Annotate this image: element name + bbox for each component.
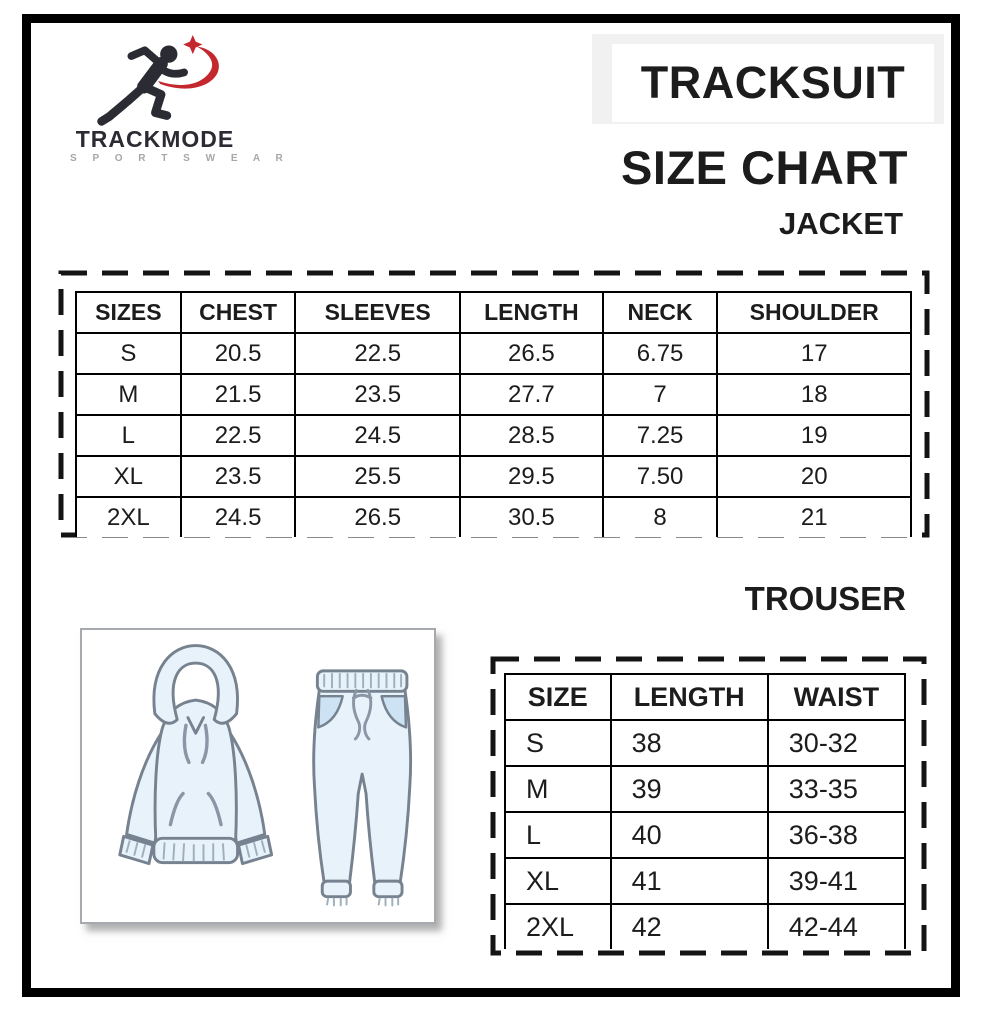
page-title-line1: TRACKSUIT <box>640 57 906 108</box>
table-cell: 27.7 <box>459 373 604 416</box>
running-man-icon <box>97 34 219 126</box>
hoodie-neck-notch <box>186 716 205 735</box>
table-cell: 22.5 <box>294 332 461 375</box>
table-cell: 30-32 <box>766 719 907 767</box>
brand-tagline: S P O R T S W E A R <box>70 153 290 164</box>
table-cell: 40 <box>609 811 769 859</box>
table-cell: 2XL <box>504 903 612 949</box>
table-cell: 7.25 <box>601 414 719 457</box>
table-cell: M <box>75 373 182 416</box>
joggers-left-pocket <box>317 694 344 729</box>
table-cell: S <box>504 719 612 767</box>
column-header: SLEEVES <box>294 291 461 334</box>
table-row: S 38 30-32 <box>504 719 907 767</box>
table-cell: XL <box>504 857 612 905</box>
joggers-right-ankle-cuff <box>372 879 404 899</box>
column-header: WAIST <box>766 673 907 721</box>
joggers-right-pocket <box>380 694 408 729</box>
table-cell: 7 <box>601 373 719 416</box>
table-cell: L <box>75 414 182 457</box>
table-cell: 17 <box>716 332 912 375</box>
table-cell: 2XL <box>75 496 182 537</box>
hoodie-drawstring-right <box>200 723 209 765</box>
trouser-size-table: SIZE LENGTH WAIST S 38 30-32 M 39 33-35 L 40 36-38 X… <box>504 673 907 949</box>
table-cell: 20 <box>716 455 912 498</box>
table-row: M 21.5 23.5 27.7 7 18 <box>75 373 912 416</box>
table-cell: 7.50 <box>601 455 719 498</box>
table-row: 2XL 42 42-44 <box>504 903 907 949</box>
jacket-size-table: SIZES CHEST SLEEVES LENGTH NECK SHOULDER S 20.5… <box>75 291 912 537</box>
table-cell: 25.5 <box>294 455 461 498</box>
table-cell: M <box>504 765 612 813</box>
column-header: NECK <box>601 291 719 334</box>
hoodie-pocket-left-seam <box>168 791 185 827</box>
hoodie-and-joggers-icon <box>118 644 413 907</box>
table-cell: 39 <box>609 765 769 813</box>
table-cell: 20.5 <box>179 332 297 375</box>
jacket-section-heading: JACKET <box>778 206 903 241</box>
page-title-line2: SIZE CHART <box>621 141 908 194</box>
table-cell: 23.5 <box>294 373 461 416</box>
table-cell: 19 <box>716 414 912 457</box>
table-row: M 39 33-35 <box>504 765 907 813</box>
table-cell: L <box>504 811 612 859</box>
hoodie-hood <box>152 644 239 725</box>
table-cell: 6.75 <box>601 332 719 375</box>
joggers-left-ankle-cuff <box>320 879 352 899</box>
table-cell: 8 <box>601 496 719 537</box>
column-header: SIZE <box>504 673 612 721</box>
table-cell: 24.5 <box>294 414 461 457</box>
table-cell: 36-38 <box>766 811 907 859</box>
table-row: L 22.5 24.5 28.5 7.25 19 <box>75 414 912 457</box>
table-cell: XL <box>75 455 182 498</box>
tracksuit-illustration-box <box>80 628 436 924</box>
table-cell: 21.5 <box>179 373 297 416</box>
table-cell: 24.5 <box>179 496 297 537</box>
column-header: CHEST <box>179 291 297 334</box>
column-header: LENGTH <box>459 291 604 334</box>
title-box: TRACKSUIT <box>612 44 934 122</box>
table-cell: 38 <box>609 719 769 767</box>
outer-border-frame <box>22 14 960 997</box>
header-row: SIZE LENGTH WAIST <box>504 673 907 721</box>
table-cell: 42 <box>609 903 769 949</box>
joggers-drawstring <box>351 688 373 741</box>
table-cell: 23.5 <box>179 455 297 498</box>
brand-name: TRACKMODE <box>75 126 235 152</box>
table-cell: 28.5 <box>459 414 604 457</box>
column-header: SHOULDER <box>716 291 912 334</box>
table-cell: 26.5 <box>459 332 604 375</box>
column-header: SIZES <box>75 291 182 334</box>
table-row: S 20.5 22.5 26.5 6.75 17 <box>75 332 912 375</box>
table-cell: 33-35 <box>766 765 907 813</box>
table-row: L 40 36-38 <box>504 811 907 859</box>
table-row: XL 41 39-41 <box>504 857 907 905</box>
column-header: LENGTH <box>609 673 769 721</box>
table-cell: 39-41 <box>766 857 907 905</box>
joggers-body <box>312 688 413 885</box>
hoodie-hem-band <box>152 836 240 865</box>
sparkle-icon <box>183 34 203 55</box>
hoodie-drawstring-left <box>182 723 191 765</box>
table-cell: 22.5 <box>179 414 297 457</box>
red-swoosh-icon <box>158 46 219 89</box>
runner-silhouette <box>97 45 188 126</box>
trouser-section-heading: TROUSER <box>744 580 906 617</box>
table-cell: S <box>75 332 182 375</box>
table-cell: 30.5 <box>459 496 604 537</box>
table-cell: 42-44 <box>766 903 907 949</box>
table-row: 2XL 24.5 26.5 30.5 8 21 <box>75 496 912 537</box>
header-row: SIZES CHEST SLEEVES LENGTH NECK SHOULDER <box>75 291 912 334</box>
table-cell: 18 <box>716 373 912 416</box>
table-cell: 26.5 <box>294 496 461 537</box>
table-cell: 21 <box>716 496 912 537</box>
table-cell: 41 <box>609 857 769 905</box>
hoodie-pocket-right-seam <box>206 791 223 827</box>
table-row: XL 23.5 25.5 29.5 7.50 20 <box>75 455 912 498</box>
table-cell: 29.5 <box>459 455 604 498</box>
